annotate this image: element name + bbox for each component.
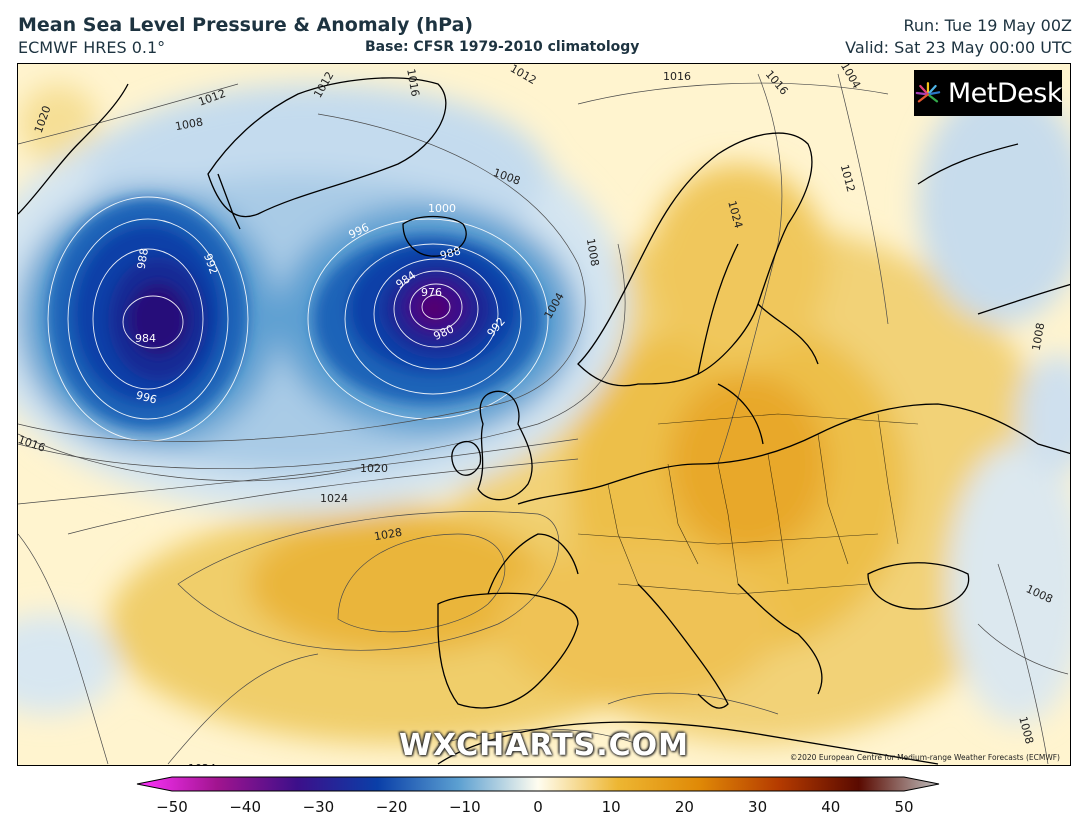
coastlines <box>18 77 1070 765</box>
colorbar-tick-label: 40 <box>821 798 841 816</box>
colorbar-tick-label: −30 <box>302 798 335 816</box>
isobar-label: 1008 <box>1030 322 1048 352</box>
isobar-label: 1020 <box>360 462 388 475</box>
isobar-label: 1016 <box>404 68 422 98</box>
colorbar-tick-label: 0 <box>533 798 543 816</box>
metdesk-logo: MetDesk <box>914 70 1063 116</box>
model-label: ECMWF HRES 0.1° <box>18 38 166 57</box>
low-cores <box>48 199 543 429</box>
colorbar-tick-label: 30 <box>748 798 768 816</box>
isobar-label: 1028 <box>373 526 403 544</box>
chart-title: Mean Sea Level Pressure & Anomaly (hPa) <box>18 14 474 36</box>
map-canvas: 1020 1012 1008 1012 1016 1012 1016 1016 … <box>18 64 1070 766</box>
anomaly-colorbar <box>136 776 940 792</box>
isobar-label: 1008 <box>584 237 602 267</box>
copyright-notice: ©2020 European Centre for Medium-range W… <box>789 753 1060 762</box>
isobar-label: 984 <box>135 332 156 345</box>
colorbar-tick-label: 20 <box>674 798 694 816</box>
colorbar-tick-label: 10 <box>601 798 621 816</box>
metdesk-burst-icon <box>915 82 941 103</box>
valid-time-label: Valid: Sat 23 May 00:00 UTC <box>845 38 1072 57</box>
isobar-label: 1008 <box>174 115 204 133</box>
isobar-label: 1024 <box>320 492 348 505</box>
pressure-anomaly-map: 1020 1012 1008 1012 1016 1012 1016 1016 … <box>17 63 1071 766</box>
climatology-base-label: Base: CFSR 1979-2010 climatology <box>365 39 640 55</box>
run-time-label: Run: Tue 19 May 00Z <box>903 16 1073 35</box>
colorbar-tick-label: −40 <box>229 798 262 816</box>
isobars <box>18 73 1069 765</box>
isobar-label: 988 <box>135 247 151 270</box>
isobar-label: 1016 <box>663 70 691 83</box>
borders <box>577 413 919 595</box>
isobar-label: 976 <box>421 286 442 299</box>
isobar-label: 1000 <box>428 202 456 215</box>
wxcharts-watermark: WXCHARTS.COM <box>398 728 690 763</box>
colorbar-gradient <box>136 776 940 792</box>
metdesk-logo-text: MetDesk <box>947 77 1063 109</box>
isobar-label: 996 <box>135 389 159 407</box>
colorbar-tick-label: 50 <box>894 798 914 816</box>
isobar-label: 1024 <box>188 762 216 766</box>
isobar-label: 988 <box>439 244 463 262</box>
colorbar-tick-label: −50 <box>156 798 188 816</box>
low-isobars <box>47 196 549 442</box>
colorbar-tick-label: −20 <box>375 798 408 816</box>
colorbar-tick-label: −10 <box>448 798 481 816</box>
